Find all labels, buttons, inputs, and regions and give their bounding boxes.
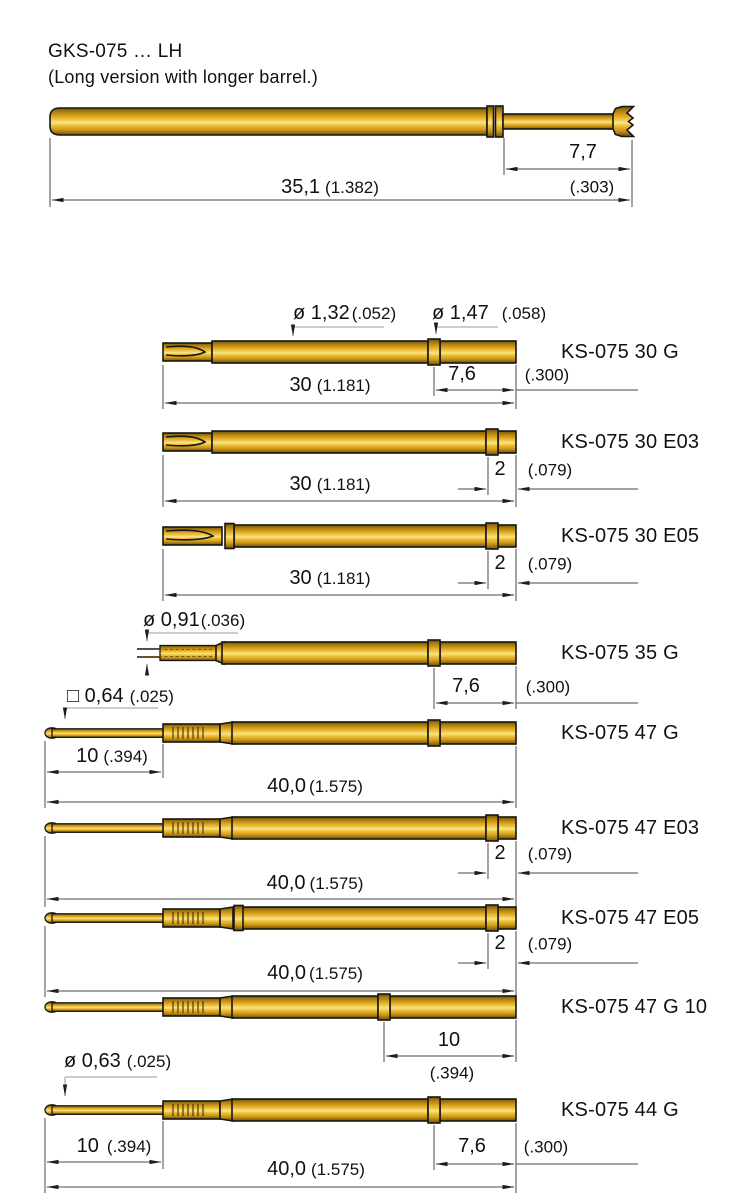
dim-row8-plunger-in: (.394) bbox=[429, 1063, 475, 1083]
dim-row5-length-in: (1.575) bbox=[309, 777, 363, 796]
dim-row2-length-in: (1.181) bbox=[316, 475, 371, 494]
dim-gks-plunger-in: (.303) bbox=[569, 177, 615, 197]
dimensions-ks-075-35-g bbox=[144, 629, 638, 709]
probe-graphic-ks-075-30-e03 bbox=[162, 428, 517, 456]
dim-row9-wire: 10 (.394) bbox=[77, 1136, 152, 1156]
dim-row9-wire-mm: 10 bbox=[76, 1135, 99, 1157]
callout-tip-diameter-44g-mm: ø 0,63 bbox=[64, 1050, 121, 1072]
dim-row5-wire-in: (.394) bbox=[103, 747, 148, 766]
dim-row7-length-mm: 40,0 bbox=[267, 962, 307, 984]
callout-barrel-diameter-in: (.052) bbox=[351, 304, 397, 323]
dim-row9-length-in: (1.575) bbox=[311, 1160, 365, 1179]
dim-row5-length-mm: 40,0 bbox=[267, 775, 307, 797]
dim-row3-length-mm: 30 bbox=[289, 567, 312, 589]
dim-row4-tip-mm: 7,6 bbox=[452, 675, 480, 697]
callout-collar-diameter-mm: ø 1,47 bbox=[432, 302, 489, 324]
dim-row2-tip-mm: 2 bbox=[494, 458, 506, 480]
dim-row7-length-in: (1.575) bbox=[309, 964, 363, 983]
callout-barrel-diameter-mm: ø 1,32 bbox=[293, 302, 350, 324]
callout-tip-diameter-44g-in: (.025) bbox=[126, 1052, 172, 1071]
dim-row3-tip-in: (.079) bbox=[527, 554, 573, 574]
dim-row6-length: 40,0 (1.575) bbox=[267, 873, 364, 893]
crown-tip bbox=[612, 105, 636, 138]
dim-row1-length: 30 (1.181) bbox=[289, 375, 370, 395]
dimensions-ks-075-47-g-10 bbox=[383, 1020, 517, 1062]
dim-row1-tip-mm: 7,6 bbox=[448, 363, 476, 385]
page-title: GKS-075 … LH bbox=[48, 41, 183, 62]
callout-collar-diameter-in: (.058) bbox=[501, 304, 547, 323]
dim-row9-tip-mm: 7,6 bbox=[458, 1135, 486, 1157]
dim-row4-tip-in: (.300) bbox=[525, 677, 571, 697]
dim-row6-tip-in: (.079) bbox=[527, 844, 573, 864]
dim-row3-tip-mm: 2 bbox=[494, 552, 506, 574]
dim-row1-tip-in: (.300) bbox=[524, 365, 570, 385]
callout-collar-diameter: ø 1,47 (.058) bbox=[432, 303, 546, 323]
dimensions-ks-075-30-e03 bbox=[162, 455, 638, 507]
dim-row3-length: 30 (1.181) bbox=[289, 568, 370, 588]
probe-graphic-ks-075-47-e03 bbox=[44, 814, 517, 842]
part-label-ks-075-47-e03: KS-075 47 E03 bbox=[561, 817, 700, 839]
dim-row9-tip-in: (.300) bbox=[523, 1137, 569, 1157]
dimensions-ks-075-30-g bbox=[162, 322, 638, 409]
dim-row5-wire: 10 (.394) bbox=[76, 746, 148, 766]
dim-row9-length-mm: 40,0 bbox=[267, 1158, 307, 1180]
callout-tip-diameter-35g: ø 0,91 (.036) bbox=[143, 610, 245, 630]
part-label-ks-075-44-g: KS-075 44 G bbox=[561, 1099, 679, 1121]
dim-row2-length: 30 (1.181) bbox=[289, 474, 370, 494]
part-label-ks-075-30-e03: KS-075 30 E03 bbox=[561, 431, 700, 453]
dim-row2-length-mm: 30 bbox=[289, 473, 312, 495]
dim-row9-wire-in: (.394) bbox=[106, 1137, 152, 1156]
probe-graphic-ks-075-30-e05 bbox=[162, 522, 517, 550]
probe-graphic-ks-075-47-g-10 bbox=[44, 993, 517, 1021]
part-label-ks-075-30-g: KS-075 30 G bbox=[561, 341, 679, 363]
dimensions-ks-075-47-e03 bbox=[44, 836, 638, 907]
probe-graphic-ks-075-47-e05 bbox=[44, 904, 517, 932]
dim-gks-total-in: (1.382) bbox=[325, 178, 379, 197]
dim-gks-plunger-mm: 7,7 bbox=[569, 141, 597, 163]
callout-barrel-diameter: ø 1,32 (.052) bbox=[293, 303, 396, 323]
part-label-ks-075-47-e05: KS-075 47 E05 bbox=[561, 907, 700, 929]
probe-graphic-ks-075-44-g bbox=[44, 1096, 517, 1124]
dim-row1-length-in: (1.181) bbox=[316, 376, 371, 395]
part-label-ks-075-47-g: KS-075 47 G bbox=[561, 722, 679, 744]
dim-row9-length: 40,0 (1.575) bbox=[267, 1159, 365, 1179]
probe-graphic-ks-075-35-g bbox=[137, 639, 517, 667]
callout-tip-diameter-44g: ø 0,63 (.025) bbox=[64, 1051, 171, 1071]
dim-row5-wire-mm: 10 bbox=[76, 745, 99, 767]
part-label-ks-075-47-g-10: KS-075 47 G 10 bbox=[561, 996, 708, 1018]
part-label-ks-075-35-g: KS-075 35 G bbox=[561, 642, 679, 664]
dim-row5-length: 40,0 (1.575) bbox=[267, 776, 363, 796]
probe-graphic-ks-075-47-g bbox=[44, 719, 517, 747]
dim-row6-tip-mm: 2 bbox=[494, 842, 506, 864]
part-label-ks-075-30-e05: KS-075 30 E05 bbox=[561, 525, 700, 547]
dim-row2-tip-in: (.079) bbox=[527, 460, 573, 480]
dim-row7-tip-mm: 2 bbox=[494, 932, 506, 954]
page-subtitle: (Long version with longer barrel.) bbox=[48, 67, 318, 87]
callout-tip-square-47g-mm: □ 0,64 bbox=[67, 685, 124, 707]
dim-row1-length-mm: 30 bbox=[289, 374, 312, 396]
dimensions-gks-075-lh bbox=[49, 138, 633, 207]
callout-tip-diameter-35g-in: (.036) bbox=[200, 611, 246, 630]
dim-row8-plunger-mm: 10 bbox=[437, 1029, 461, 1051]
callout-tip-square-47g: □ 0,64 (.025) bbox=[67, 686, 174, 706]
callout-tip-square-47g-in: (.025) bbox=[129, 687, 174, 706]
probe-graphic-ks-075-30-g bbox=[162, 338, 517, 366]
dimensions-ks-075-44-g bbox=[44, 1076, 638, 1193]
probe-graphic-gks-075-lh bbox=[49, 105, 636, 138]
dimensions-ks-075-47-e05 bbox=[44, 926, 638, 997]
dim-gks-total-mm: 35,1 bbox=[281, 176, 321, 198]
dim-row7-tip-in: (.079) bbox=[527, 934, 573, 954]
dim-row6-length-mm: 40,0 bbox=[266, 872, 306, 894]
dim-row6-length-in: (1.575) bbox=[309, 874, 364, 893]
dimensions-ks-075-30-e05 bbox=[162, 549, 638, 601]
dim-row3-length-in: (1.181) bbox=[316, 569, 371, 588]
dim-gks-total-length: 35,1 (1.382) bbox=[281, 177, 379, 197]
dimensions-ks-075-47-g bbox=[44, 707, 517, 808]
dim-row7-length: 40,0 (1.575) bbox=[267, 963, 363, 983]
callout-tip-diameter-35g-mm: ø 0,91 bbox=[143, 609, 200, 631]
